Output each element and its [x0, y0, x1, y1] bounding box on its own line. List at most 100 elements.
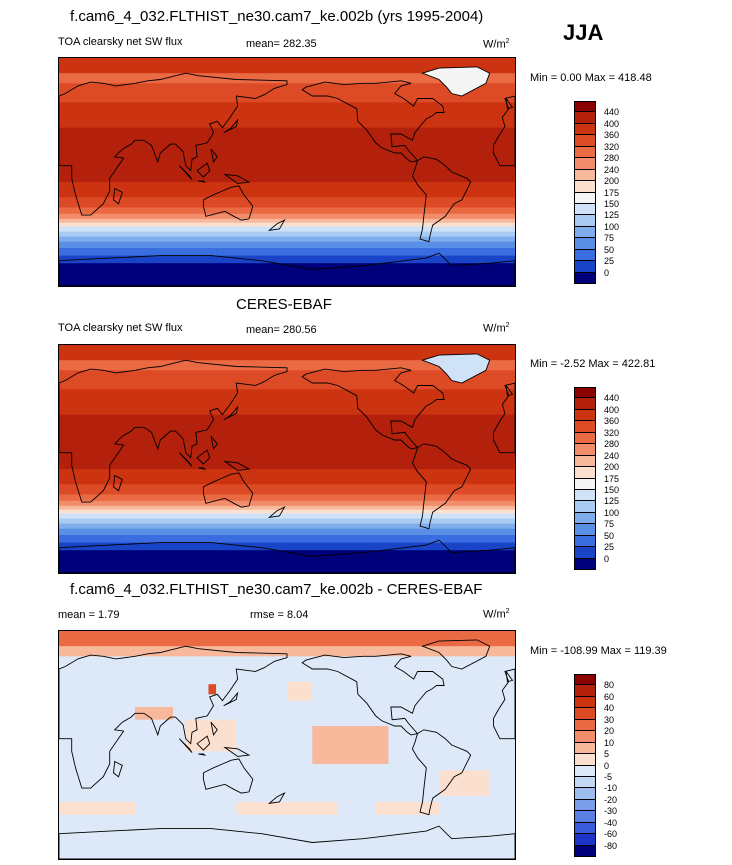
panel3-colorbar: 80 60 40 30 20 10 5 0 -5 -10 -20 -30 -40 -60 -80 [574, 674, 617, 857]
continent-outline [411, 729, 472, 816]
continent-outline [493, 95, 515, 167]
colorbar-tick-label: 25 [604, 542, 615, 553]
panel3-rmse: rmse = 8.04 [250, 609, 309, 621]
colorbar-swatch [574, 398, 596, 410]
continent-outline [59, 645, 288, 789]
colorbar-swatch [574, 822, 596, 835]
zonal-band [59, 370, 515, 390]
colorbar-swatch [574, 158, 596, 170]
colorbar-swatch [574, 731, 596, 743]
season-label: JJA [563, 20, 604, 45]
colorbar-tick-label: 75 [604, 519, 615, 530]
colorbar-swatch [574, 788, 596, 800]
continent-outline [421, 66, 491, 97]
colorbar-tick-label: 100 [604, 221, 620, 232]
colorbar-swatch [574, 685, 596, 697]
colorbar-swatch [574, 754, 596, 766]
island-outline [178, 738, 193, 753]
colorbar-tick-label: 240 [604, 450, 620, 461]
colorbar-tick-label: -60 [604, 829, 618, 840]
panel1-minmax: Min = 0.00 Max = 418.48 [530, 72, 652, 84]
colorbar-swatch [574, 203, 596, 216]
zonal-band [59, 127, 515, 183]
colorbar-swatch [574, 169, 596, 182]
zonal-band [59, 535, 515, 544]
zonal-band [59, 345, 515, 361]
colorbar-tick-label: 25 [604, 256, 615, 267]
colorbar-swatch [574, 489, 596, 502]
colorbar-swatch [574, 742, 596, 755]
colorbar-swatch [574, 101, 596, 113]
colorbar-swatch [574, 535, 596, 548]
zonal-band [59, 83, 515, 103]
continent-outline [301, 653, 445, 736]
zonal-band [59, 236, 515, 243]
zonal-band [59, 73, 515, 84]
colorbar-tick-label: 400 [604, 404, 620, 415]
continent-outline [59, 359, 288, 503]
panel1-title: f.cam6_4_032.FLTHIST_ne30.cam7_ke.002b (… [70, 8, 484, 25]
colorbar-tick-label: 400 [604, 118, 620, 129]
colorbar-swatch [574, 215, 596, 227]
zonal-band [59, 222, 515, 227]
island-outline [196, 735, 211, 751]
colorbar-swatch [574, 272, 596, 284]
zonal-band [59, 631, 515, 647]
colorbar-tick-label: 360 [604, 416, 620, 427]
zonal-band [59, 58, 515, 74]
zonal-band [59, 231, 515, 238]
island-outline [178, 165, 193, 180]
zonal-band [59, 646, 515, 657]
colorbar-swatch [574, 112, 596, 124]
zonal-band [59, 523, 515, 530]
panel2-mean: mean= 280.56 [246, 324, 317, 336]
zonal-band [59, 469, 515, 485]
colorbar-swatch [574, 478, 596, 490]
zonal-band [59, 484, 515, 495]
island-outline [113, 474, 123, 492]
anomaly-patch [287, 681, 313, 701]
colorbar-swatch [574, 409, 596, 422]
colorbar-swatch [574, 799, 596, 812]
island-outline [505, 671, 514, 683]
panel1-units: W/m2 [483, 38, 510, 51]
zonal-band [59, 518, 515, 525]
colorbar-swatch [574, 811, 596, 823]
continent-outline [202, 472, 254, 508]
anomaly-patch [59, 802, 135, 815]
colorbar-swatch [574, 719, 596, 732]
island-outline [267, 792, 286, 804]
colorbar-tick-label: 320 [604, 141, 620, 152]
zonal-band [59, 255, 515, 264]
island-outline [178, 452, 193, 467]
anomaly-patch [439, 770, 490, 796]
island-outline [196, 449, 211, 465]
zonal-band [59, 182, 515, 198]
continent-outline [59, 72, 288, 216]
colorbar-swatch [574, 432, 596, 445]
island-outline [223, 691, 239, 707]
colorbar-tick-label: 175 [604, 473, 620, 484]
panel2-colorbar: 440 400 360 320 280 240 200 175 150 125 100 75 50 25 0 [574, 387, 619, 570]
zonal-band [59, 414, 515, 470]
colorbar-tick-label: 0 [604, 553, 610, 564]
anomaly-patch [208, 684, 217, 695]
zonal-band [59, 505, 515, 511]
colorbar-swatch [574, 261, 596, 273]
colorbar-swatch [574, 708, 596, 720]
island-outline [223, 746, 251, 757]
continent-outline [59, 825, 515, 859]
colorbar-tick-label: 280 [604, 153, 620, 164]
colorbar-tick-label: 150 [604, 484, 620, 495]
island-outline [113, 760, 123, 778]
island-outline [198, 180, 207, 183]
colorbar-tick-label: 40 [604, 703, 615, 714]
island-outline [267, 506, 286, 518]
zonal-band [59, 509, 515, 514]
colorbar-swatch [574, 674, 596, 686]
colorbar-tick-label: 440 [604, 393, 620, 404]
colorbar-swatch [574, 238, 596, 250]
zonal-band [59, 248, 515, 257]
colorbar-tick-label: 150 [604, 198, 620, 209]
colorbar-tick-label: -5 [604, 771, 613, 782]
